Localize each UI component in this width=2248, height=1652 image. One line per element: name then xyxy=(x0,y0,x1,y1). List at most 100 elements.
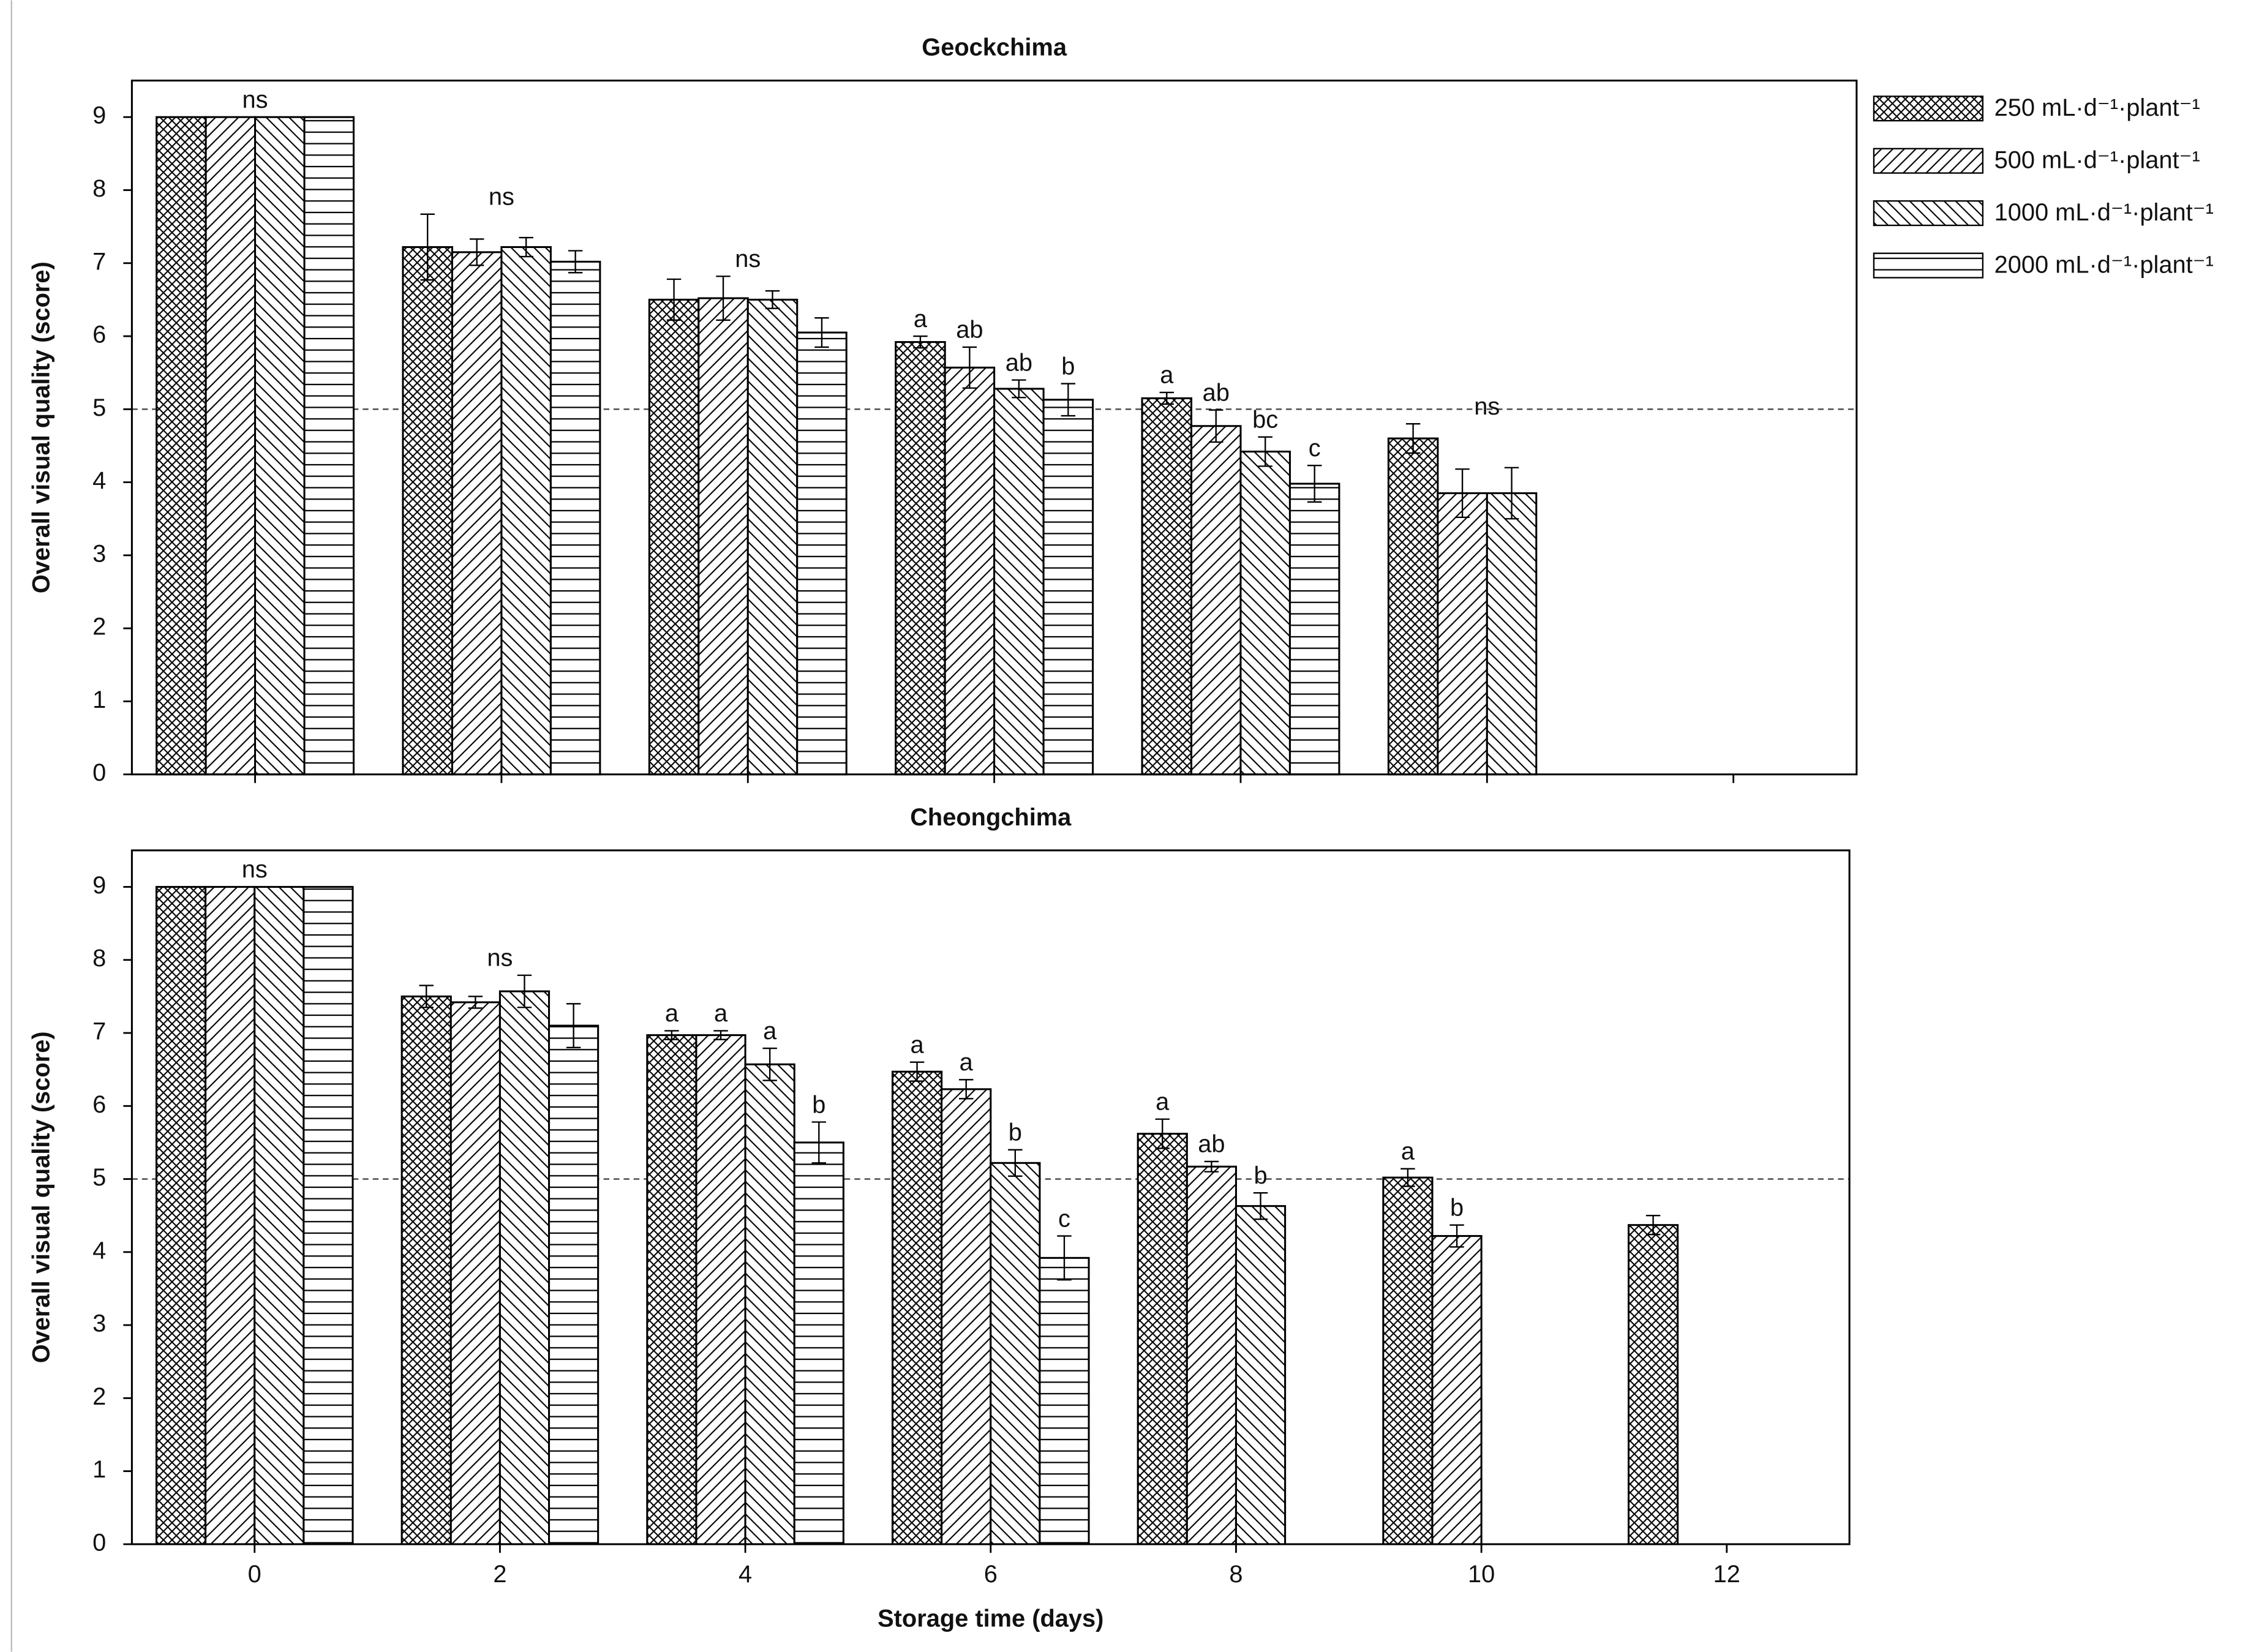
y-tick-label: 1 xyxy=(92,1456,106,1483)
bar xyxy=(500,246,552,776)
error-bar xyxy=(814,317,829,348)
error-bar xyxy=(1253,1192,1268,1220)
error-bar xyxy=(1057,1235,1072,1281)
error-bar xyxy=(568,250,583,274)
error-bar xyxy=(517,974,532,1008)
x-axis-label: Storage time (days) xyxy=(878,1605,1103,1632)
significance-letter: a xyxy=(910,1031,924,1058)
error-bar xyxy=(909,1061,925,1082)
legend-label: 1000 mL·d⁻¹·plant⁻¹ xyxy=(1994,199,2214,226)
significance-letter: b xyxy=(1009,1119,1022,1146)
x-tick-label: 8 xyxy=(1229,1561,1242,1588)
significance-letter: a xyxy=(665,1000,679,1027)
error-bar xyxy=(468,996,483,1009)
error-bar xyxy=(1504,467,1519,520)
error-bar xyxy=(419,985,434,1008)
bar xyxy=(498,990,551,1545)
y-tick-label: 9 xyxy=(92,102,106,129)
error-bar xyxy=(958,1079,974,1100)
bar xyxy=(449,1001,501,1545)
group-label: ns xyxy=(487,945,513,972)
bar xyxy=(1437,492,1488,776)
significance-letter: ab xyxy=(1198,1131,1225,1158)
error-bar xyxy=(1061,383,1076,417)
y-tick-label: 0 xyxy=(92,759,106,786)
bar xyxy=(796,331,848,776)
significance-letter: b xyxy=(812,1091,825,1118)
significance-letter: ab xyxy=(956,317,983,344)
chart-title: Cheongchima xyxy=(910,804,1072,831)
x-tick-label: 10 xyxy=(1468,1561,1495,1588)
y-tick-label: 8 xyxy=(92,175,106,202)
group-label: ns xyxy=(735,246,761,272)
legend-label: 500 mL·d⁻¹·plant⁻¹ xyxy=(1994,146,2200,173)
y-tick-label: 4 xyxy=(92,467,106,494)
legend-swatch xyxy=(1873,96,1984,122)
legend-swatch xyxy=(1873,200,1984,227)
significance-letter: a xyxy=(1401,1138,1415,1165)
plot-frame xyxy=(130,80,1858,776)
bar xyxy=(993,388,1045,776)
error-bar xyxy=(913,335,928,349)
error-bar xyxy=(566,1003,581,1049)
significance-letter: b xyxy=(1254,1162,1267,1189)
significance-letter: c xyxy=(1309,435,1321,462)
significance-letter: ab xyxy=(1006,349,1032,376)
plot-frame xyxy=(130,849,1851,1545)
bar xyxy=(1042,399,1094,776)
bar xyxy=(1141,397,1193,776)
error-bar xyxy=(765,290,780,309)
error-bar xyxy=(664,1030,679,1040)
significance-letter: a xyxy=(714,1000,728,1027)
group-label: ns xyxy=(489,184,514,211)
bar xyxy=(648,298,700,776)
error-bar xyxy=(1209,409,1224,443)
legend-label: 2000 mL·d⁻¹·plant⁻¹ xyxy=(1994,251,2214,278)
significance-letter: a xyxy=(1160,362,1174,389)
bar xyxy=(941,1088,992,1545)
bar xyxy=(303,116,355,776)
error-bar xyxy=(1258,436,1272,467)
error-bar xyxy=(811,1121,826,1164)
bar xyxy=(1431,1235,1483,1545)
error-bar xyxy=(1400,1168,1415,1187)
bar xyxy=(400,995,452,1545)
significance-letter: bc xyxy=(1252,406,1278,433)
x-tick-label: 12 xyxy=(1713,1561,1740,1588)
bar xyxy=(990,1162,1041,1545)
significance-letter: b xyxy=(1450,1194,1464,1221)
significance-letter: a xyxy=(914,306,928,332)
bar xyxy=(156,116,207,776)
x-tick-label: 2 xyxy=(493,1561,506,1588)
bar xyxy=(254,885,305,1545)
error-bar xyxy=(1204,1160,1219,1173)
bar xyxy=(1039,1256,1090,1545)
bar xyxy=(549,260,601,776)
y-tick-label: 1 xyxy=(92,686,106,713)
y-tick-label: 0 xyxy=(92,1529,106,1556)
y-tick-label: 8 xyxy=(92,945,106,972)
chart-title: Geockchima xyxy=(922,34,1067,61)
significance-letter: a xyxy=(960,1049,974,1076)
error-bar xyxy=(519,236,533,258)
legend-swatch xyxy=(1873,148,1984,174)
legend-label: 250 mL·d⁻¹·plant⁻¹ xyxy=(1994,94,2200,121)
y-tick-label: 5 xyxy=(92,1164,106,1191)
error-bar xyxy=(1307,465,1322,503)
bar xyxy=(895,341,946,776)
y-tick-label: 6 xyxy=(92,321,106,348)
error-bar xyxy=(1008,1149,1023,1177)
bar xyxy=(793,1141,844,1545)
y-tick-label: 2 xyxy=(92,614,106,640)
error-bar xyxy=(716,276,731,321)
bar xyxy=(1239,450,1291,776)
group-label: ns xyxy=(242,856,268,883)
bar xyxy=(1628,1224,1679,1545)
bar xyxy=(1288,482,1340,776)
significance-letter: a xyxy=(763,1018,777,1045)
x-tick-label: 6 xyxy=(984,1561,998,1588)
y-tick-label: 4 xyxy=(92,1237,106,1264)
y-axis-label: Overall visual quality (score) xyxy=(28,1031,55,1363)
y-axis-label: Overall visual quality (score) xyxy=(28,261,55,593)
